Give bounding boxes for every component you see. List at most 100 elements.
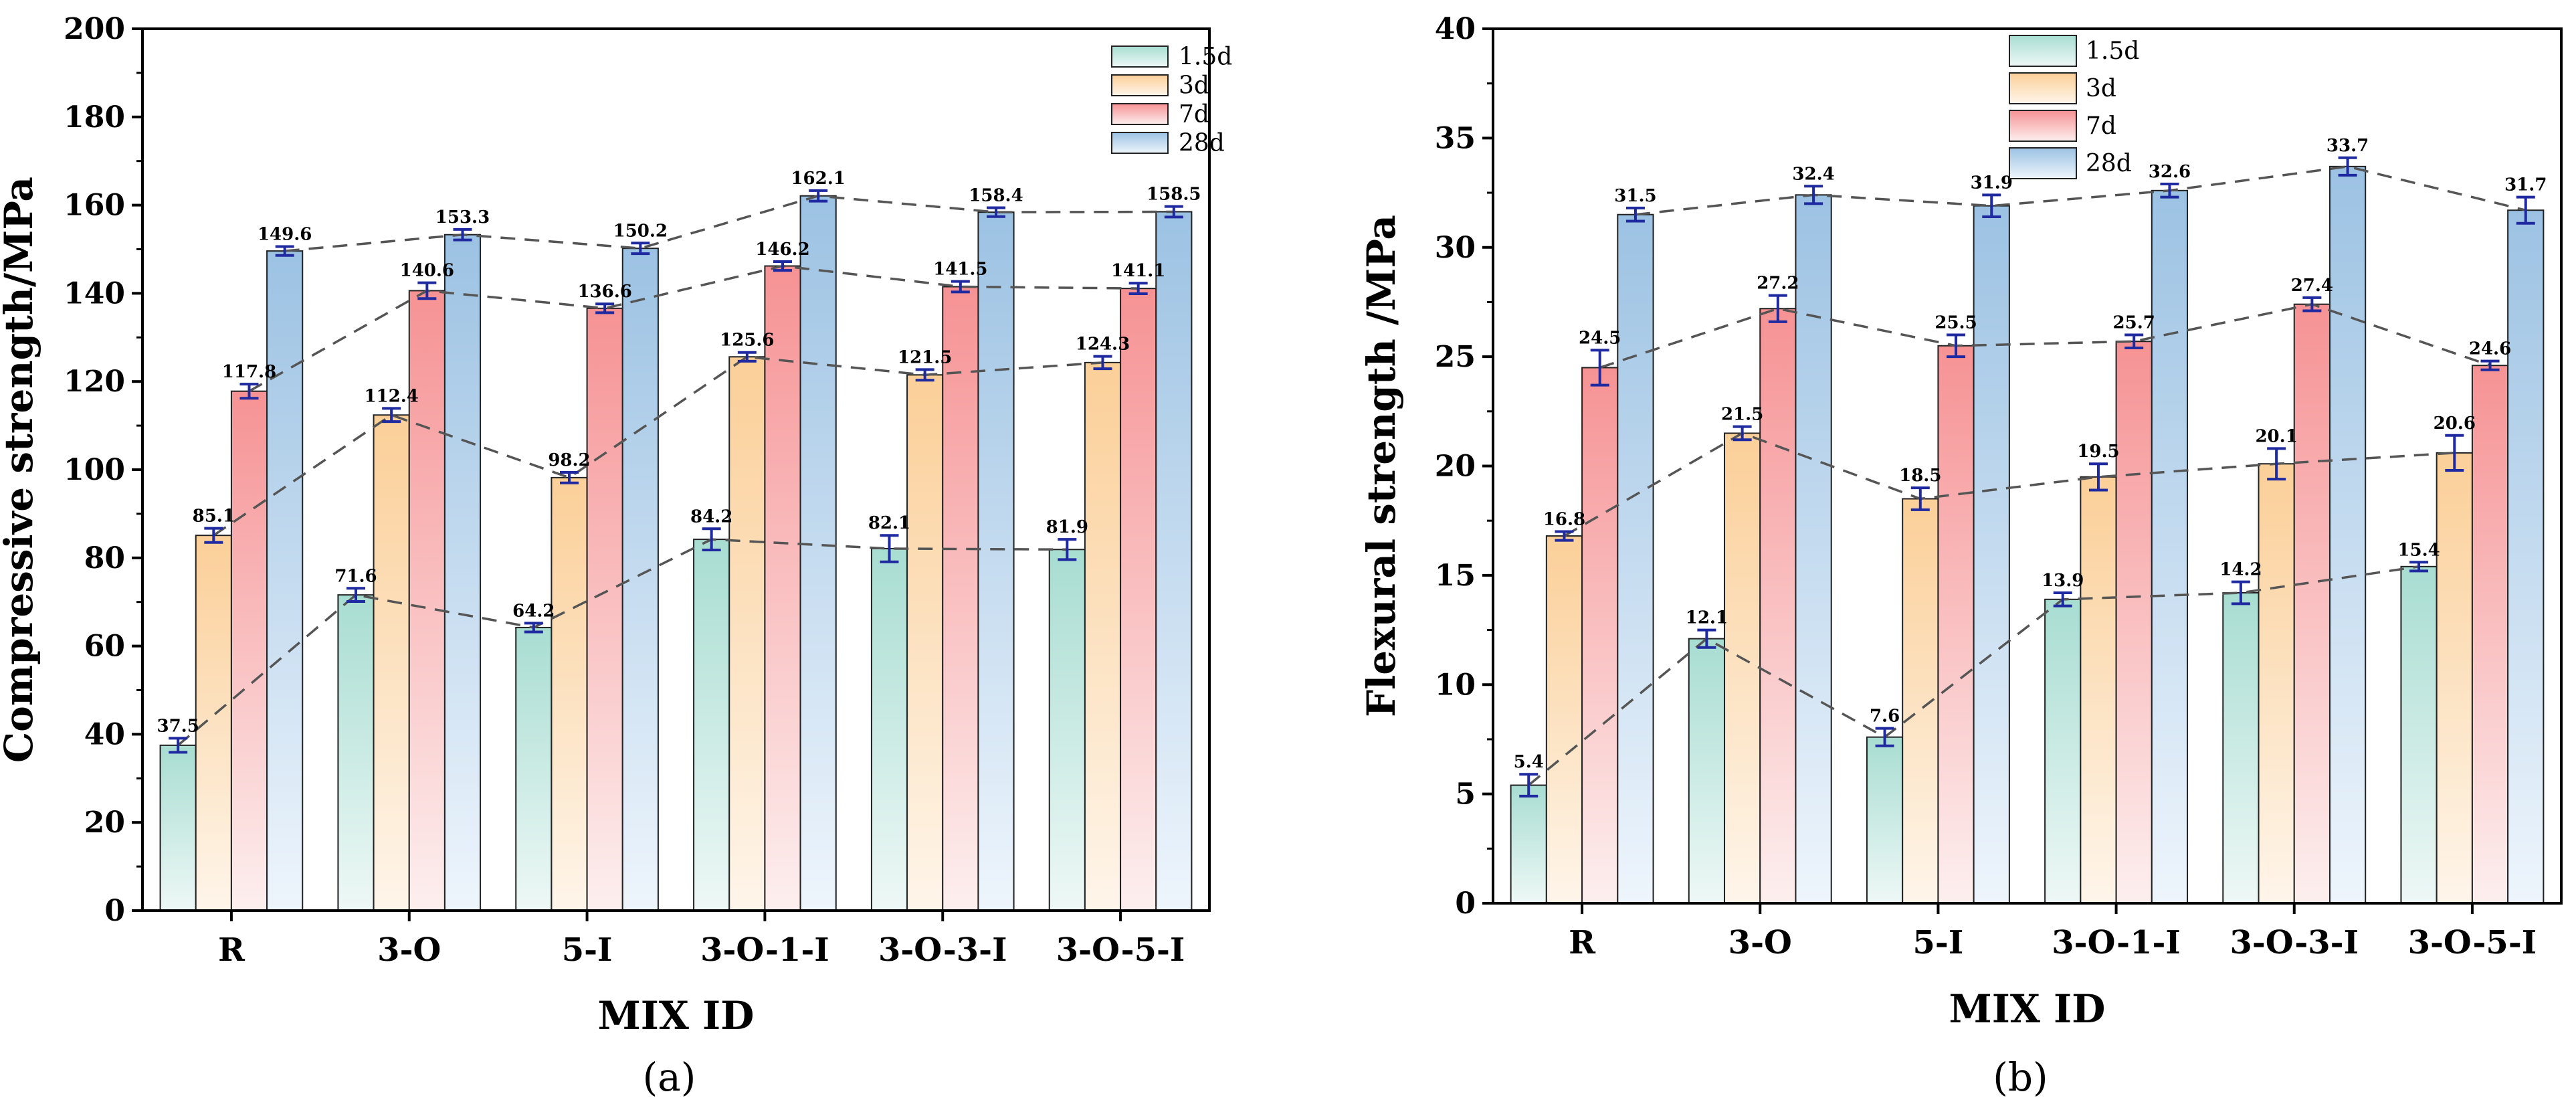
x-tick-label-5-i: 5-I	[562, 931, 613, 969]
error-bar-r-7d	[1590, 349, 1609, 387]
y-tick-label: 40	[84, 717, 125, 751]
x-axis-title: MIX ID	[1949, 986, 2106, 1032]
data-label-3-o-5-i-7d: 24.6	[2469, 339, 2511, 359]
error-bar-3-o-5-i-28d	[1164, 205, 1183, 219]
trend-line-3d	[1563, 432, 2455, 537]
error-bar-3-o-5-i-1-5d	[1058, 538, 1077, 561]
bar-5-i-28d	[621, 248, 659, 911]
error-bar-r-1-5d	[169, 737, 188, 754]
bar-3-o-3-i-1-5d	[870, 547, 908, 911]
x-tick-label-3-o-5-i: 3-O-5-I	[1056, 931, 1185, 969]
bar-3-o-28d	[1795, 194, 1832, 905]
bar-3-o-3-i-7d	[2293, 303, 2331, 904]
bar-3-o-5-i-3d	[1084, 361, 1122, 911]
trend-line-1-5d	[1528, 565, 2419, 786]
bar-5-i-1-5d	[1866, 736, 1904, 905]
x-tick-label-3-o: 3-O	[377, 931, 441, 969]
data-label-3-o-5-i-7d: 141.1	[1111, 261, 1165, 281]
bar-3-o-1-i-28d	[2151, 189, 2189, 904]
error-bar-3-o-3-i-1-5d	[2231, 580, 2250, 606]
bar-3-o-5-i-3d	[2436, 452, 2473, 904]
legend-swatch-28d	[2009, 147, 2077, 179]
data-label-r-28d: 149.6	[258, 225, 312, 245]
bar-r-7d	[1581, 367, 1619, 904]
bar-3-o-3-i-28d	[977, 211, 1015, 911]
y-tick-label: 160	[64, 189, 125, 223]
error-bar-3-o-5-i-3d	[1093, 355, 1112, 371]
error-bar-3-o-1-5d	[1697, 628, 1716, 649]
data-label-3-o-5-i-3d: 124.3	[1076, 335, 1130, 355]
data-label-3-o-5-i-28d: 158.5	[1147, 185, 1201, 205]
error-bars	[169, 189, 1183, 754]
legend-label-1-5d: 1.5d	[1179, 43, 1232, 71]
bar-5-i-7d	[586, 307, 623, 911]
bar-3-o-3-i-28d	[2329, 165, 2367, 904]
error-bar-3-o-3d	[1732, 425, 1752, 442]
data-label-r-3d: 85.1	[193, 506, 235, 527]
error-bar-3-o-1-i-1-5d	[2053, 591, 2072, 608]
error-bar-3-o-5-i-28d	[2516, 195, 2535, 225]
data-label-3-o-5-i-1-5d: 15.4	[2397, 540, 2440, 560]
data-label-3-o-3-i-7d: 27.4	[2291, 276, 2333, 296]
y-tick-label: 10	[1435, 668, 1476, 702]
legend-swatch-1-5d	[2009, 35, 2077, 67]
bar-r-3d	[1545, 535, 1583, 904]
error-bar-r-28d	[1625, 206, 1645, 223]
bar-5-i-3d	[551, 476, 588, 911]
data-label-3-o-3-i-1-5d: 82.1	[868, 513, 910, 533]
trend-line-3d	[213, 355, 1103, 537]
error-bar-3-o-3-i-3d	[915, 368, 934, 382]
bar-3-o-3d	[373, 414, 410, 911]
error-bar-5-i-3d	[1910, 486, 1930, 511]
y-tick-label: 15	[1435, 559, 1476, 593]
data-label-5-i-28d: 150.2	[613, 221, 668, 241]
data-label-3-o-1-i-7d: 146.2	[755, 240, 809, 260]
bar-r-1-5d	[159, 744, 197, 911]
data-label-3-o-1-i-28d: 32.6	[2149, 162, 2191, 182]
data-label-3-o-5-i-3d: 20.6	[2434, 413, 2476, 434]
bar-3-o-3-i-1-5d	[2222, 592, 2260, 904]
error-bar-r-3d	[1555, 530, 1574, 542]
error-bar-3-o-5-i-3d	[2445, 434, 2464, 472]
y-tick-label: 5	[1455, 777, 1476, 812]
bar-5-i-28d	[1973, 205, 2010, 905]
bar-3-o-7d	[1759, 308, 1797, 904]
error-bar-3-o-28d	[453, 227, 472, 242]
data-label-r-7d: 24.5	[1579, 328, 1621, 348]
error-bar-3-o-3-i-1-5d	[880, 534, 899, 563]
error-bar-3-o-3-i-28d	[2338, 156, 2357, 177]
x-tick-label-r: R	[218, 931, 245, 969]
legend-swatch-1-5d	[1111, 45, 1169, 68]
error-bar-3-o-3-i-7d	[2302, 296, 2322, 312]
data-label-3-o-1-i-3d: 125.6	[720, 331, 774, 351]
x-tick-label-5-i: 5-I	[1913, 924, 1964, 961]
error-bar-r-1-5d	[1519, 773, 1539, 798]
data-label-r-7d: 117.8	[222, 362, 276, 382]
data-label-3-o-7d: 27.2	[1757, 274, 1799, 294]
legend-label-28d: 28d	[2086, 150, 2132, 177]
value-labels: 5.4 12.1 7.6 13.9 14.2 15.4 16.8 21.5 18.5 19.5 20…	[1514, 136, 2547, 772]
data-label-5-i-1-5d: 64.2	[512, 601, 555, 621]
data-label-3-o-1-i-1-5d: 84.2	[690, 506, 732, 527]
legend-label-7d: 7d	[2086, 112, 2116, 140]
data-label-5-i-7d: 25.5	[1935, 312, 1977, 333]
error-bar-3-o-7d	[417, 281, 437, 300]
data-label-r-28d: 31.5	[1614, 186, 1656, 206]
bar-3-o-1-i-1-5d	[693, 539, 730, 911]
data-label-3-o-1-i-3d: 19.5	[2077, 442, 2119, 462]
data-label-r-3d: 16.8	[1543, 510, 1585, 530]
y-tick-label: 0	[104, 894, 125, 928]
y-tick-label: 25	[1435, 340, 1476, 374]
legend-swatch-28d	[1111, 132, 1169, 154]
error-bar-5-i-1-5d	[524, 622, 543, 634]
trend-line-28d	[1635, 165, 2527, 216]
bar-3-o-5-i-28d	[1155, 211, 1193, 911]
data-label-3-o-3-i-1-5d: 14.2	[2219, 560, 2262, 580]
subfigure-label: (a)	[643, 1054, 696, 1100]
bar-r-3d	[195, 535, 232, 911]
data-label-3-o-3-i-3d: 121.5	[898, 347, 952, 367]
data-label-5-i-1-5d: 7.6	[1870, 707, 1900, 727]
y-tick-label: 20	[84, 806, 125, 840]
